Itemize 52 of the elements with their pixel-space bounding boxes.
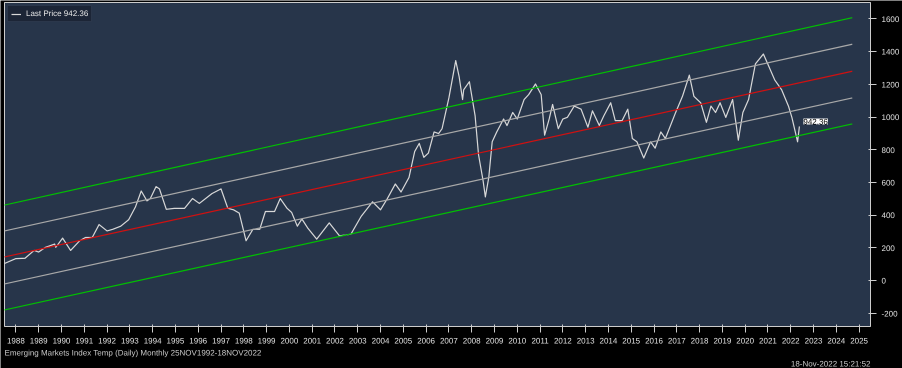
x-tick-label: 2004 [372, 336, 390, 346]
x-tick-label: 2000 [280, 336, 299, 346]
y-tick-label: -200 [882, 309, 898, 318]
y-tick-label: 1200 [882, 80, 900, 90]
x-tick-label: 2022 [782, 336, 800, 346]
x-tick-label: 1988 [6, 336, 26, 346]
x-tick-label: 2007 [440, 336, 458, 346]
x-tick-label: 2020 [736, 336, 755, 346]
x-tick-label: 2009 [486, 336, 504, 346]
text: 18-Nov-2022 15:21:52 [790, 360, 872, 368]
y-tick-label: 1600 [882, 14, 900, 24]
y-tick-label: 1400 [882, 48, 900, 57]
x-tick-label: 2017 [668, 336, 686, 346]
x-tick-label: 2025 [850, 336, 869, 346]
x-tick-label: 1991 [75, 336, 94, 346]
x-tick-label: 1998 [234, 336, 254, 346]
x-tick-label: 1989 [30, 336, 48, 346]
x-tick-label: 2002 [326, 336, 344, 346]
x-tick-label: 1999 [258, 336, 276, 346]
x-tick-label: 2015 [622, 336, 641, 346]
x-tick-label: 1994 [144, 336, 162, 346]
x-tick-label: 2023 [804, 336, 823, 346]
text: Emerging Markets Index Temp (Daily) Monthly 25NOV1992-18NOV2022 [4, 348, 262, 358]
y-tick-label: 600 [882, 178, 896, 188]
x-tick-label: 2021 [759, 336, 778, 346]
x-tick-label: 2006 [417, 336, 436, 346]
y-tick-label: 800 [882, 146, 896, 155]
x-tick-label: 2016 [645, 336, 664, 346]
y-tick-label: 400 [882, 211, 896, 220]
legend-label: Last Price 942.36 [26, 9, 88, 18]
y-tick-label: 0 [882, 276, 886, 286]
x-tick-label: 2005 [394, 336, 413, 346]
y-tick-label: 200 [882, 244, 896, 253]
x-tick-label: 2014 [600, 336, 618, 346]
x-tick-label: 2010 [508, 336, 527, 346]
x-tick-label: 2012 [554, 336, 572, 346]
x-tick-label: 1997 [212, 336, 230, 346]
x-tick-label: 1996 [189, 336, 208, 346]
x-tick-label: 2008 [462, 336, 482, 346]
x-tick-label: 2011 [531, 336, 550, 346]
x-tick-label: 1990 [52, 336, 71, 346]
x-tick-label: 1993 [120, 336, 140, 346]
y-tick-label: 1000 [882, 113, 900, 122]
x-tick-label: 1992 [98, 336, 116, 346]
x-tick-label: 2013 [576, 336, 596, 346]
x-tick-label: 2001 [303, 336, 322, 346]
x-tick-label: 2024 [827, 336, 846, 346]
x-tick-label: 2003 [348, 336, 368, 346]
x-tick-label: 1995 [166, 336, 185, 346]
x-tick-label: 2018 [690, 336, 710, 346]
x-tick-label: 2019 [713, 336, 732, 346]
annotation: 942.36 [803, 117, 828, 126]
